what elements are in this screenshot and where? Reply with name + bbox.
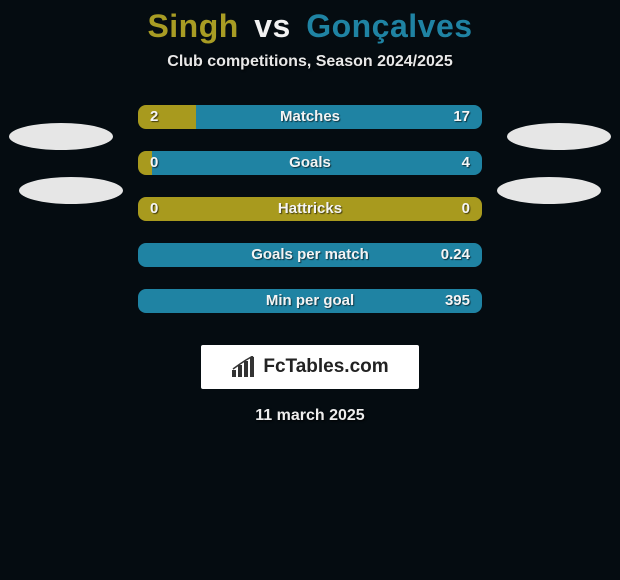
player-oval [9, 123, 113, 150]
logo-inner: FcTables.com [231, 356, 388, 378]
subtitle: Club competitions, Season 2024/2025 [0, 53, 620, 71]
title-vs: vs [254, 8, 291, 44]
stat-row: Goals per match0.24 [0, 243, 620, 289]
stat-value-left: 0 [150, 197, 158, 221]
logo-box: FcTables.com [201, 345, 419, 389]
comparison-card: Singh vs Gonçalves Club competitions, Se… [0, 0, 620, 425]
stat-value-right: 395 [445, 289, 470, 313]
stat-label: Goals per match [138, 243, 482, 267]
stat-value-right: 4 [462, 151, 470, 175]
title: Singh vs Gonçalves [0, 8, 620, 45]
stat-row: Hattricks0 0 [0, 197, 620, 243]
stat-value-left: 2 [150, 105, 158, 129]
date-line: 11 march 2025 [0, 407, 620, 425]
player-oval [19, 177, 123, 204]
title-player2: Gonçalves [306, 8, 472, 44]
stat-value-left: 0 [150, 151, 158, 175]
stat-value-right: 17 [453, 105, 470, 129]
logo-text: FcTables.com [263, 356, 388, 378]
player-oval [507, 123, 611, 150]
player-oval [497, 177, 601, 204]
title-player1: Singh [147, 8, 238, 44]
stat-label: Hattricks [138, 197, 482, 221]
stat-label: Matches [138, 105, 482, 129]
stat-row: Min per goal395 [0, 289, 620, 335]
stat-value-right: 0.24 [441, 243, 470, 267]
logo-bars-icon [231, 356, 257, 378]
stat-label: Min per goal [138, 289, 482, 313]
stat-label: Goals [138, 151, 482, 175]
stat-value-right: 0 [462, 197, 470, 221]
